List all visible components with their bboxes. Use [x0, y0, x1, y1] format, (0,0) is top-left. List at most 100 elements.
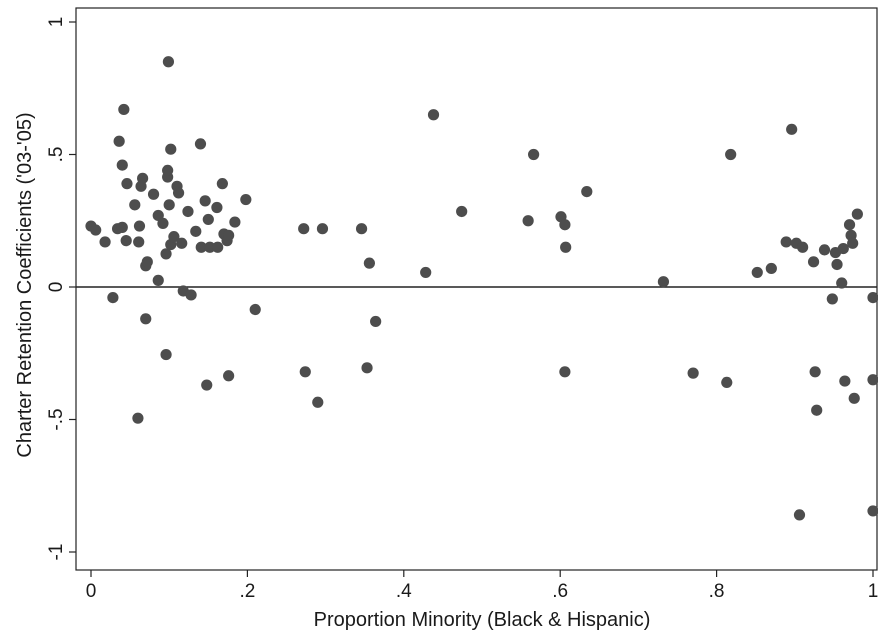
data-point [141, 256, 153, 268]
data-point [240, 193, 252, 206]
data-point [216, 178, 228, 190]
data-point [528, 148, 540, 161]
data-point [107, 292, 119, 304]
data-point [229, 216, 241, 228]
data-point [223, 370, 235, 382]
data-point [99, 236, 111, 248]
data-point [165, 143, 177, 155]
data-point [168, 231, 180, 243]
data-point [190, 225, 202, 237]
data-point [363, 257, 375, 269]
data-point [118, 103, 130, 116]
data-point [456, 205, 468, 218]
data-point [809, 366, 821, 378]
x-tick-label: .2 [239, 581, 255, 602]
data-point [847, 237, 859, 249]
data-point [687, 367, 699, 379]
data-point [793, 509, 806, 521]
data-point [152, 274, 164, 286]
plot-frame [75, 7, 878, 571]
y-tick-label: .5 [46, 147, 67, 163]
x-tick-label: 1 [868, 581, 878, 602]
data-point [831, 258, 843, 271]
data-point [120, 235, 132, 247]
data-point [147, 188, 160, 200]
data-point [202, 213, 214, 226]
data-point [420, 266, 432, 279]
data-point [160, 348, 172, 361]
data-point [839, 375, 851, 387]
data-point [113, 135, 125, 147]
data-point [223, 229, 235, 241]
data-point [211, 201, 223, 214]
data-point [132, 412, 144, 424]
data-point [818, 244, 831, 256]
data-point [751, 266, 763, 279]
data-point [826, 293, 838, 305]
data-point [427, 109, 440, 121]
x-tick-label: .8 [709, 581, 725, 602]
data-point [204, 241, 216, 253]
data-point [843, 219, 856, 231]
data-point [786, 123, 798, 135]
data-point [162, 56, 175, 68]
data-point [249, 303, 261, 316]
y-tick-label: -1 [46, 544, 67, 561]
y-tick-label: -.5 [46, 408, 67, 430]
data-point [199, 195, 211, 207]
data-point [316, 223, 329, 235]
data-point [299, 366, 311, 378]
data-point [116, 159, 128, 171]
data-point [851, 208, 863, 220]
data-point [657, 276, 670, 288]
data-point [848, 392, 860, 404]
y-tick-label: 1 [46, 17, 67, 28]
data-point [780, 236, 792, 248]
data-point [116, 221, 128, 233]
tick-labels: 0 .2 .4 .6 .8 1 1 .5 0 -.5 -1 [46, 17, 878, 602]
data-point [355, 223, 368, 235]
data-point [133, 220, 146, 232]
data-point [182, 205, 194, 218]
x-tick-label: .4 [396, 581, 412, 602]
data-point [837, 242, 849, 255]
data-point [90, 224, 102, 236]
data-point [298, 223, 310, 235]
data-point [312, 396, 324, 408]
data-point [194, 138, 207, 150]
data-point [172, 187, 185, 199]
data-point [140, 313, 152, 325]
data-point [867, 505, 878, 517]
data-point [370, 315, 382, 328]
data-point [559, 366, 571, 378]
y-axis-title: Charter Retention Coefficients ('03-'05) [14, 112, 36, 457]
data-point [162, 164, 174, 176]
data-point [836, 277, 848, 289]
x-axis-title: Proportion Minority (Black & Hispanic) [314, 609, 651, 631]
data-point [157, 217, 169, 229]
data-point [137, 172, 149, 184]
x-tick-label: .6 [552, 581, 568, 602]
data-point [867, 292, 878, 304]
data-point [121, 178, 133, 190]
y-tick-label: 0 [46, 282, 67, 293]
data-point [811, 404, 823, 416]
data-point [867, 374, 878, 386]
data-point [581, 186, 593, 198]
data-points [85, 56, 878, 521]
data-point [195, 241, 207, 253]
data-point [176, 237, 188, 249]
data-point [185, 289, 197, 301]
data-point [361, 362, 373, 374]
data-point [522, 215, 534, 227]
data-point [129, 199, 141, 211]
data-point [160, 248, 172, 260]
data-point [163, 199, 175, 211]
data-point [560, 241, 572, 253]
data-point [807, 256, 820, 268]
data-point [559, 219, 571, 231]
data-point [201, 379, 213, 391]
data-point [721, 376, 733, 388]
data-point [212, 241, 224, 253]
